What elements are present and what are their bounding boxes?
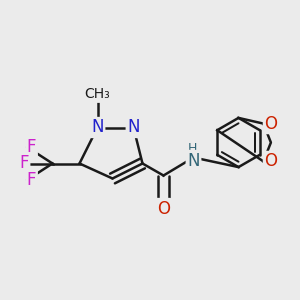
Text: N: N: [187, 152, 200, 169]
Text: H: H: [187, 142, 197, 154]
Text: CH₃: CH₃: [85, 88, 110, 101]
Text: O: O: [264, 152, 278, 170]
Text: O: O: [264, 115, 278, 133]
Text: O: O: [157, 200, 170, 217]
Text: F: F: [27, 138, 36, 156]
Text: F: F: [27, 171, 36, 189]
Text: N: N: [91, 118, 104, 136]
Text: N: N: [127, 118, 140, 136]
Text: F: F: [19, 154, 29, 172]
